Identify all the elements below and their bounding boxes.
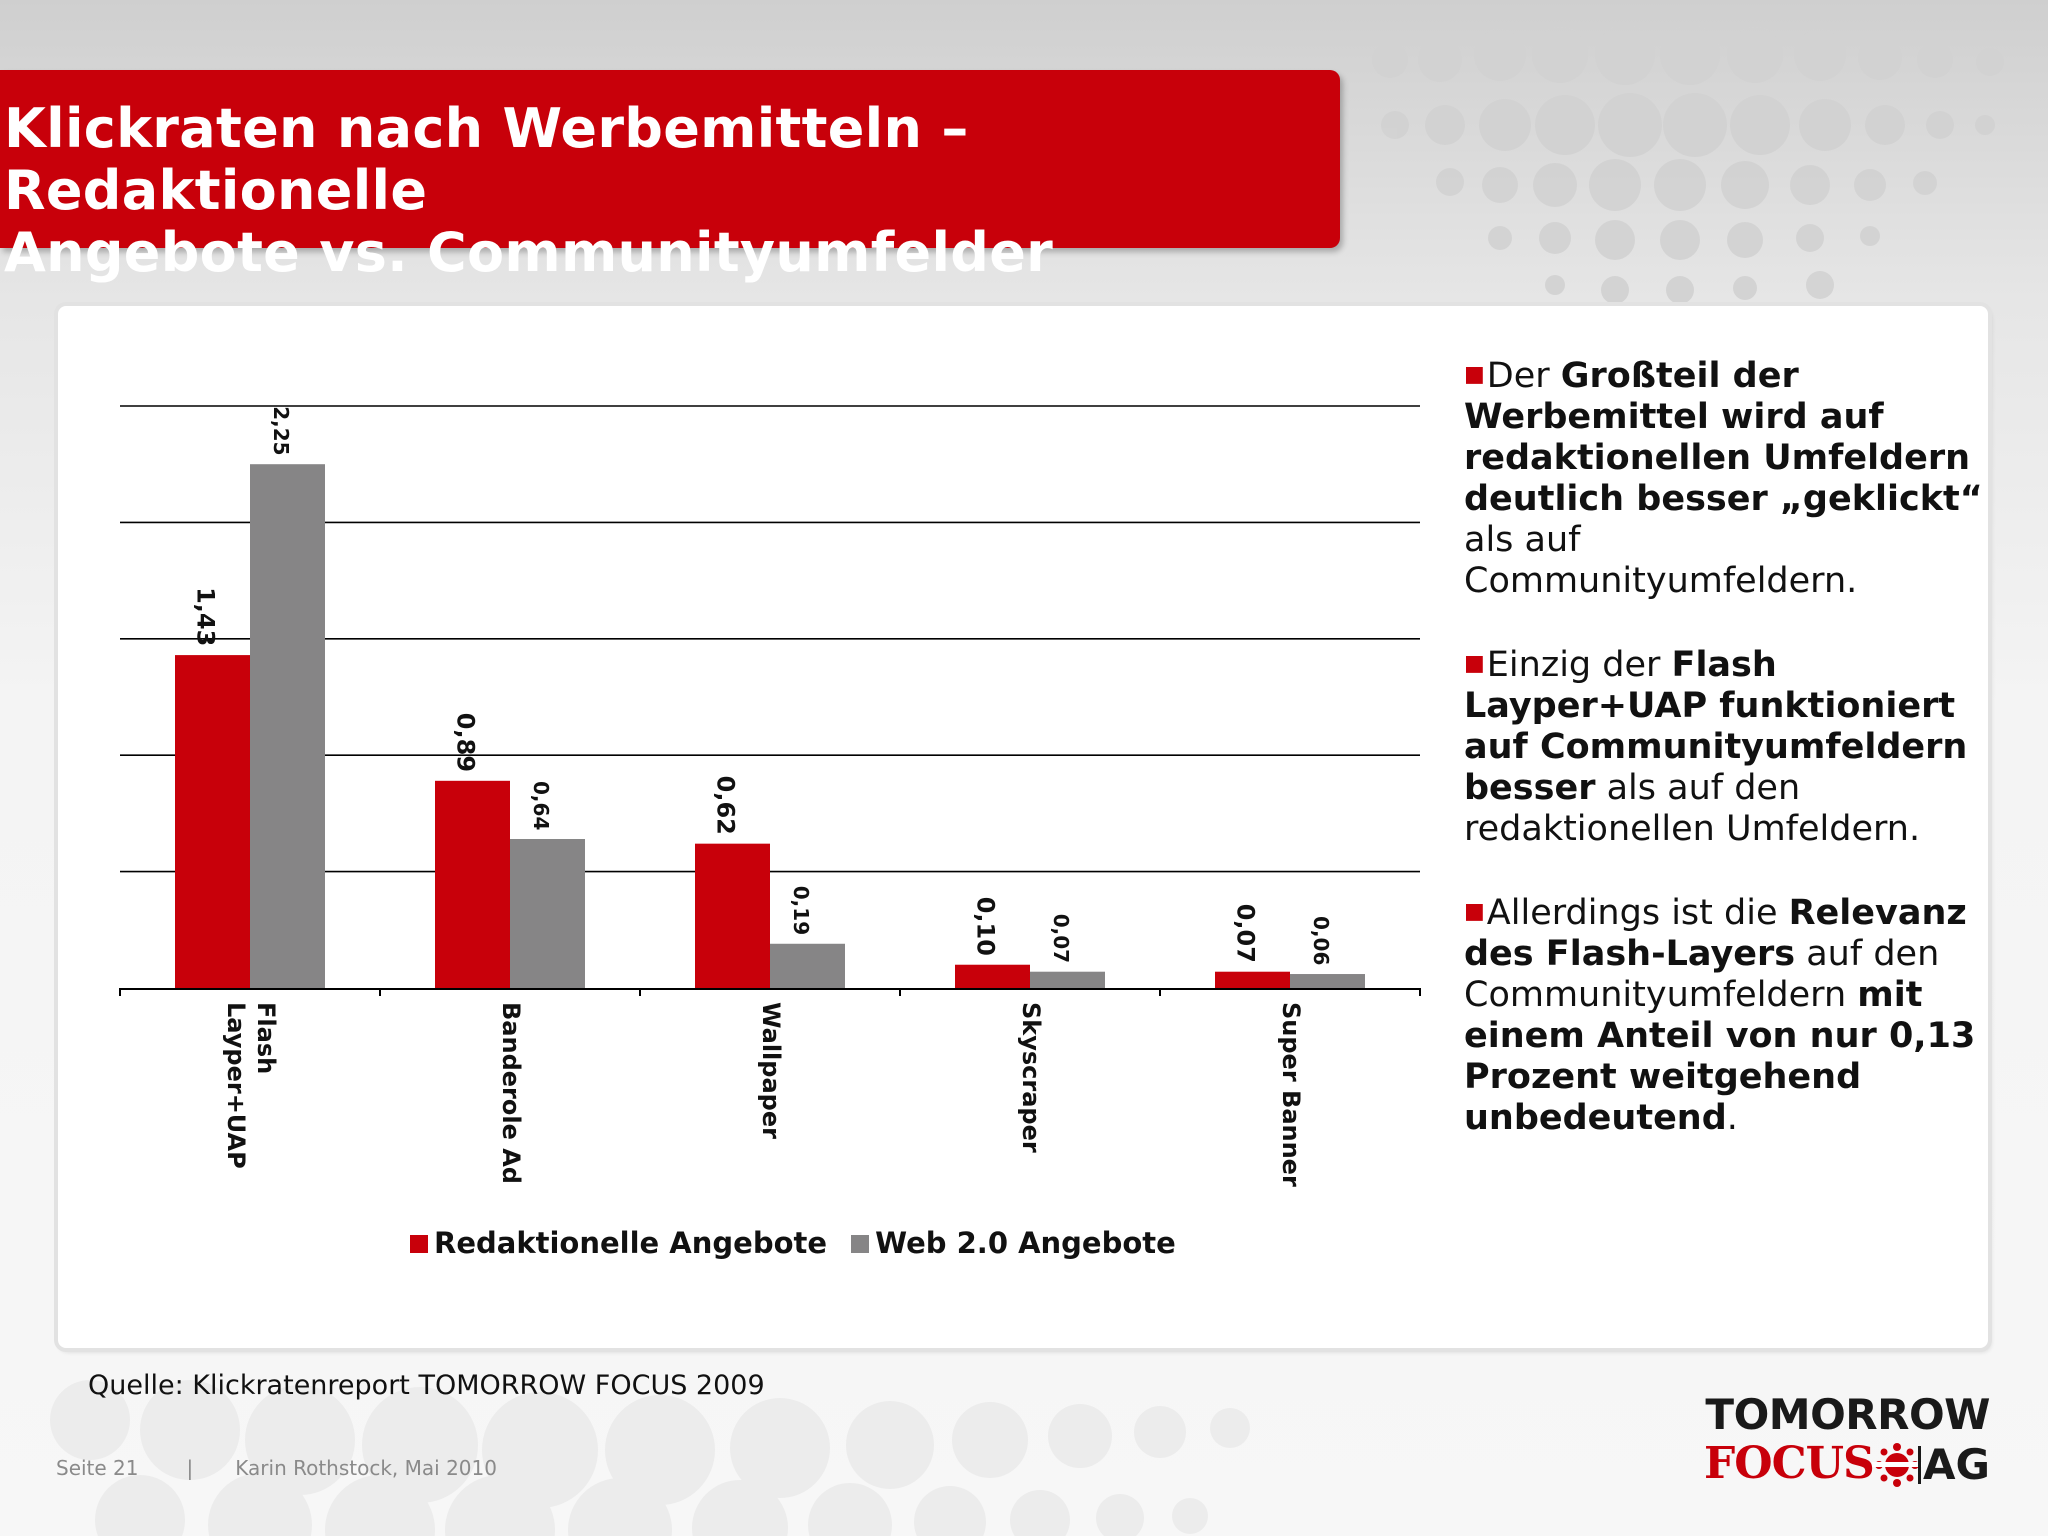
bar-redaktionelle	[955, 964, 1030, 988]
bullet-marker-icon: ■	[1464, 651, 1485, 676]
legend-swatch-redaktionelle	[410, 1235, 428, 1253]
bullet-item: ■Einzig der Flash Layper+UAP funktionier…	[1464, 643, 1984, 850]
title-banner: Klickraten nach Werbemitteln – Redaktion…	[0, 70, 1340, 284]
x-tick-label: Super Banner	[1277, 1002, 1305, 1187]
x-tick-label: Layper+UAP	[222, 1002, 250, 1169]
x-tick-label: Banderole Ad	[497, 1002, 525, 1184]
footer-separator: |	[186, 1456, 194, 1480]
bar-redaktionelle	[1215, 971, 1290, 988]
logo-text-ag: AG	[1923, 1440, 1990, 1489]
bullet-text: Allerdings ist die	[1486, 893, 1789, 933]
data-label: 0,89	[452, 713, 480, 772]
bullet-text: auf den Communityumfeldern	[1464, 934, 1940, 1015]
bar-web20	[1290, 974, 1365, 988]
legend-item-redaktionelle: Redaktionelle Angebote	[410, 1226, 837, 1260]
bullet-text: .	[1726, 1098, 1738, 1138]
data-label: 0,07	[1049, 914, 1073, 963]
data-label: 0,64	[529, 781, 553, 830]
data-label: 0,19	[789, 886, 813, 935]
slide-title-line-2: Angebote vs. Communityumfelder	[4, 221, 1054, 284]
footer-page-number: Seite 21	[56, 1456, 139, 1480]
bullet-text-bold: mit einem Anteil von nur 0,13 Prozent we…	[1464, 975, 1976, 1138]
chart-legend: Redaktionelle Angebote Web 2.0 Angebote	[410, 1226, 1190, 1260]
bar-chart: 1,43 0,89 0,62 0,10 0,07 2,25 0,64 0,19 0,07 0,06…	[119, 405, 1421, 1187]
bullet-text: als auf den redaktionellen Umfeldern.	[1464, 768, 1921, 849]
logo-sun-icon	[1872, 1443, 1922, 1487]
logo-text-tomorrow: TOMORROW	[1705, 1390, 1990, 1439]
legend-label-redaktionelle: Redaktionelle Angebote	[434, 1226, 828, 1260]
bar-web20	[1030, 971, 1105, 988]
x-tick-label: Wallpaper	[757, 1002, 785, 1139]
slide-title: Klickraten nach Werbemitteln – Redaktion…	[0, 70, 1340, 284]
bullet-text: Einzig der	[1486, 645, 1672, 685]
content-panel: 1,43 0,89 0,62 0,10 0,07 2,25 0,64 0,19 0,07 0,06…	[58, 306, 1988, 1348]
bullet-item: ■Der Großteil der Werbemittel wird auf r…	[1464, 354, 1984, 602]
data-label: 0,62	[712, 776, 740, 835]
data-label: 1,43	[192, 587, 220, 646]
bullet-text: als auf Communityumfeldern.	[1464, 520, 1858, 601]
bar-web20	[250, 464, 325, 988]
bullet-text-bold: Großteil der Werbemittel wird auf redakt…	[1464, 356, 1983, 519]
data-label: 2,25	[269, 406, 293, 455]
bullet-marker-icon: ■	[1464, 899, 1485, 924]
legend-label-web20: Web 2.0 Angebote	[875, 1226, 1176, 1260]
x-tick-label: Skyscraper	[1017, 1002, 1045, 1153]
data-label: 0,10	[972, 897, 1000, 956]
slide-title-line-1: Klickraten nach Werbemitteln – Redaktion…	[4, 97, 969, 222]
bullet-text: Der	[1486, 356, 1561, 396]
bullet-item: ■Allerdings ist die Relevanz des Flash-L…	[1464, 891, 1984, 1139]
tomorrow-focus-logo: TOMORROW FOCUS AG	[1700, 1390, 2000, 1490]
bar-redaktionelle	[175, 655, 250, 988]
bullet-text-bold: Relevanz des Flash-Layers	[1464, 893, 1967, 974]
source-note: Quelle: Klickratenreport TOMORROW FOCUS …	[88, 1370, 765, 1401]
bar-web20	[510, 839, 585, 988]
bullet-marker-icon: ■	[1464, 362, 1485, 387]
legend-item-web20: Web 2.0 Angebote	[851, 1226, 1176, 1260]
bar-redaktionelle	[695, 843, 770, 988]
bullet-text-bold: Flash Layper+UAP funktioniert auf Commun…	[1464, 645, 1968, 808]
bullet-list: ■Der Großteil der Werbemittel wird auf r…	[1464, 354, 1984, 1180]
data-label: 0,06	[1309, 916, 1333, 965]
bar-web20	[770, 943, 845, 988]
footer-author-date: Karin Rothstock, Mai 2010	[235, 1456, 497, 1480]
bar-redaktionelle	[435, 780, 510, 988]
footer: Seite 21 | Karin Rothstock, Mai 2010	[56, 1456, 497, 1480]
legend-swatch-web20	[851, 1235, 870, 1253]
x-tick-label: Flash	[252, 1002, 280, 1074]
logo-text-focus: FOCUS	[1704, 1438, 1875, 1489]
data-label: 0,07	[1232, 904, 1260, 963]
